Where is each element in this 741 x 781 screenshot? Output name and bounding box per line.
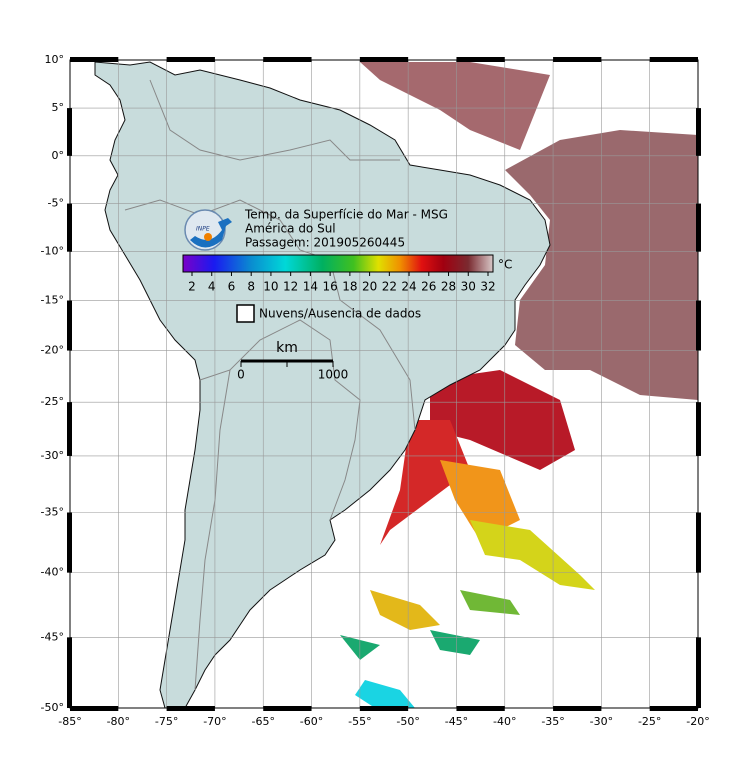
colorbar-label: 12 (283, 280, 298, 294)
frame-bar (696, 512, 701, 573)
frame-bar (359, 706, 409, 711)
colorbar (182, 254, 494, 273)
colorbar-label: 10 (263, 280, 278, 294)
frame-bar (70, 57, 119, 62)
lon-label: -30° (590, 715, 613, 728)
lat-label: -20° (41, 344, 64, 357)
scale-label: 1000 (318, 368, 349, 382)
logo-text: INPE (196, 226, 210, 233)
frame-bar (696, 637, 701, 708)
colorbar-label: 32 (480, 280, 495, 294)
axis-labels: -85° -80° -75° -70° -65° -60° -55° -50° -45° -40°… (41, 53, 710, 728)
frame-bar (456, 57, 505, 62)
lat-label: -30° (41, 449, 64, 462)
scale-unit: km (276, 340, 298, 356)
lon-label: -70° (203, 715, 226, 728)
frame-bar (553, 57, 602, 62)
lon-label: -85° (58, 715, 81, 728)
lon-label: -55° (348, 715, 371, 728)
colorbar-label: 22 (382, 280, 397, 294)
map-body (70, 60, 698, 708)
title-line: América do Sul (245, 222, 336, 236)
scale-bar (240, 359, 334, 367)
colorbar-label: 30 (461, 280, 476, 294)
lat-label: 5° (52, 101, 65, 114)
frame-bar (166, 57, 215, 62)
frame-bar (263, 57, 312, 62)
frame-bar (696, 203, 701, 252)
colorbar-label: 8 (247, 280, 255, 294)
lon-label: -20° (686, 715, 709, 728)
lat-label: -15° (41, 294, 64, 307)
frame-bar (67, 512, 72, 573)
lat-label: -5° (48, 197, 64, 210)
lon-label: -35° (541, 715, 564, 728)
lat-label: -40° (41, 566, 64, 579)
graticule (70, 60, 698, 708)
lat-label: -10° (41, 245, 64, 258)
frame-bar (67, 203, 72, 252)
scale-label: 0 (237, 368, 245, 382)
lat-label: -45° (41, 630, 64, 643)
frame-bars (67, 57, 701, 711)
lat-label: -50° (41, 701, 64, 714)
lat-label: 10° (45, 53, 65, 66)
lon-label: -65° (251, 715, 274, 728)
lon-label: -25° (638, 715, 661, 728)
frame-bar (649, 706, 698, 711)
frame-bar (166, 706, 215, 711)
colorbar-label: 18 (342, 280, 357, 294)
frame-bar (359, 57, 409, 62)
frame-bar (67, 108, 72, 156)
frame-bar (649, 57, 698, 62)
colorbar-unit: °C (498, 258, 512, 272)
legend-label: Nuvens/Ausencia de dados (259, 307, 421, 321)
frame-bar (696, 108, 701, 156)
frame-bar (67, 637, 72, 708)
colorbar-label: 20 (362, 280, 377, 294)
lat-label: -35° (41, 505, 64, 518)
colorbar-label: 4 (208, 280, 216, 294)
frame-bar (696, 300, 701, 351)
colorbar-label: 28 (441, 280, 456, 294)
colorbar-label: 2 (188, 280, 196, 294)
frame-bar (696, 402, 701, 456)
title-line: Temp. da Superfície do Mar - MSG (244, 208, 448, 222)
lat-label: 0° (52, 149, 65, 162)
lon-label: -75° (155, 715, 178, 728)
colorbar-label: 16 (322, 280, 337, 294)
title-line: Passagem: 201905260445 (245, 236, 405, 250)
lat-label: -25° (41, 395, 64, 408)
colorbar-ticks: 2 4 6 8 10 12 14 16 18 20 22 24 26 28 30 32 (188, 272, 496, 294)
lon-label: -80° (107, 715, 130, 728)
lon-label: -45° (445, 715, 468, 728)
lon-label: -50° (396, 715, 419, 728)
colorbar-label: 26 (421, 280, 436, 294)
logo: INPE (184, 209, 232, 251)
frame-bar (70, 706, 119, 711)
frame-bar (263, 706, 312, 711)
lon-label: -40° (493, 715, 516, 728)
frame-bar (553, 706, 602, 711)
lon-label: -60° (300, 715, 323, 728)
colorbar-label: 24 (401, 280, 416, 294)
colorbar-label: 6 (228, 280, 236, 294)
frame-bar (67, 402, 72, 456)
frame-bar (67, 300, 72, 351)
colorbar-label: 14 (303, 280, 318, 294)
legend-swatch (236, 304, 255, 323)
frame-bar (456, 706, 505, 711)
